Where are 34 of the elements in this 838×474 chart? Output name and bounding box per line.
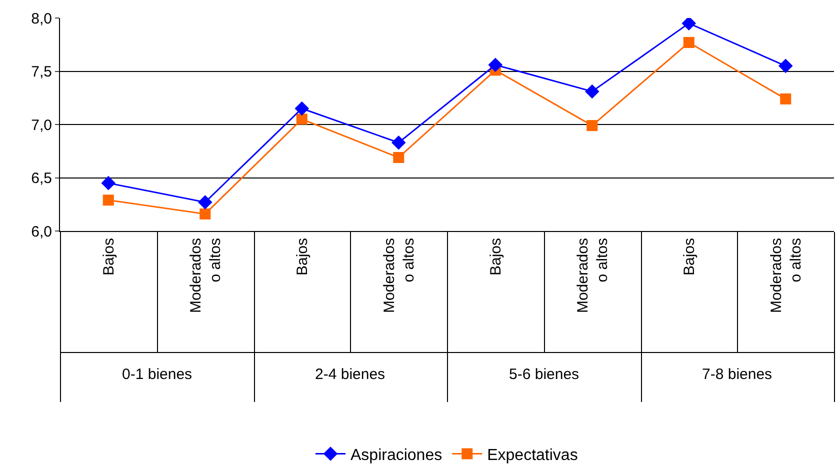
point xyxy=(393,152,404,164)
y-tick-label: 7,0 xyxy=(31,116,52,134)
y-tick-label: 8,0 xyxy=(31,10,52,28)
text: 0-1 bienes xyxy=(122,366,192,383)
point xyxy=(294,101,310,116)
point xyxy=(586,120,598,132)
point xyxy=(778,58,793,74)
x-tick-label: Bajos xyxy=(100,238,118,276)
point xyxy=(780,93,792,104)
point xyxy=(198,195,212,210)
x-tick-label: Moderados o altos xyxy=(380,238,418,314)
x-tick-label: Moderados o altos xyxy=(768,238,804,314)
legend-label: Aspiraciones xyxy=(350,447,442,464)
point xyxy=(391,135,406,150)
text: 5-6 bienes xyxy=(509,366,580,383)
text: 2-4 bienes xyxy=(315,366,386,383)
point xyxy=(584,84,600,99)
x-tick-label: Bajos xyxy=(294,238,311,276)
y-tick-label: 6,5 xyxy=(31,170,52,187)
x-tick-label: Bajos xyxy=(487,238,504,276)
point xyxy=(101,176,116,190)
point xyxy=(200,208,211,220)
point xyxy=(102,194,114,206)
point xyxy=(488,58,503,72)
point xyxy=(682,18,696,30)
point xyxy=(683,37,694,48)
y-tick-label: 7,5 xyxy=(31,64,52,80)
y-tick-label: 6,0 xyxy=(31,223,52,240)
x-tick-label: Bajos xyxy=(680,238,698,276)
x-tick-label: Moderados o altos xyxy=(574,238,611,314)
x-tick-label: Moderados o altos xyxy=(187,238,224,314)
legend-label: Expectativas xyxy=(487,447,578,464)
point xyxy=(296,114,308,125)
text: 7-8 bienes xyxy=(702,366,772,383)
